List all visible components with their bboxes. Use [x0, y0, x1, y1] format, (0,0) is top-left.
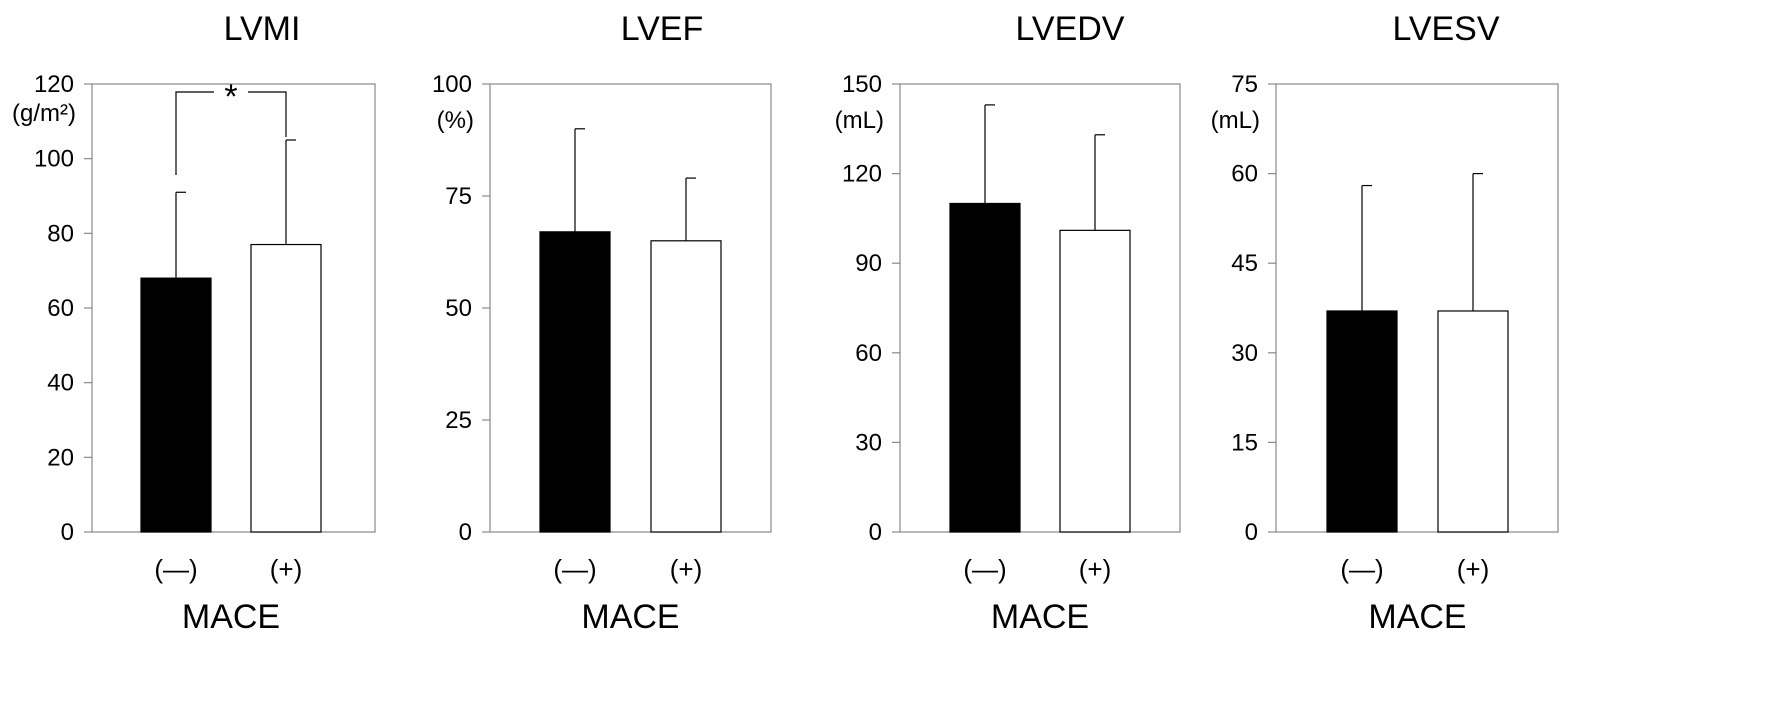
- bar-mace-positive: [250, 243, 322, 533]
- chart-title: LVMI: [224, 10, 301, 48]
- x-category-label: (+): [1079, 554, 1112, 584]
- bar-mace-negative: [140, 277, 212, 533]
- x-category-label: (+): [1457, 554, 1490, 584]
- plot-frame: [91, 83, 376, 533]
- x-category-label: (+): [270, 554, 303, 584]
- y-tick-label: 15: [1231, 429, 1258, 456]
- significance-bracket-left: [175, 91, 214, 175]
- plot-frame: [489, 83, 772, 533]
- significance-marker: *: [224, 78, 237, 116]
- y-tick-label: 30: [855, 429, 882, 456]
- y-tick-label: 40: [47, 370, 74, 397]
- y-tick-label: 30: [1231, 340, 1258, 367]
- y-tick-label: 50: [445, 295, 472, 322]
- x-axis-label: MACE: [1368, 598, 1466, 636]
- y-tick-label: 75: [445, 183, 472, 210]
- y-unit-label: (%): [437, 107, 474, 134]
- x-category-label: (—): [963, 554, 1006, 584]
- x-axis-label: MACE: [991, 598, 1089, 636]
- plot-frame: [899, 83, 1181, 533]
- bar-mace-negative: [949, 202, 1021, 533]
- bar-mace-negative: [1326, 310, 1398, 533]
- y-tick-label: 60: [1231, 161, 1258, 188]
- bar-mace-positive: [1059, 229, 1131, 533]
- y-tick-label: 120: [842, 161, 882, 188]
- bar-mace-positive: [1437, 310, 1509, 533]
- chart-panel-lvesv: LVESV 0 15 30 45 60 75 (mL) (—) (+) MACE: [1211, 10, 1559, 636]
- y-unit-label: (mL): [1211, 107, 1260, 134]
- plot-frame: [1275, 83, 1559, 533]
- y-tick-label: 150: [842, 71, 882, 98]
- y-unit-label: (mL): [835, 107, 884, 134]
- x-axis-label: MACE: [581, 598, 679, 636]
- y-tick-label: 0: [459, 519, 472, 546]
- y-tick-label: 0: [61, 519, 74, 546]
- chart-panel-lvmi: LVMI 0 20 40 60 80 100 120(g/m²) (—) (+) MACE *: [12, 10, 376, 636]
- y-tick-label: 20: [47, 444, 74, 471]
- y-tick-label: 100: [34, 146, 74, 173]
- y-unit-label: (g/m²): [12, 100, 76, 127]
- chart-panel-lvef: LVEF 0 25 50 75 100 (%) (—) (+) MACE: [432, 10, 772, 636]
- y-tick-label: 60: [47, 295, 74, 322]
- y-tick-label: 45: [1231, 250, 1258, 277]
- bar-mace-negative: [539, 231, 611, 533]
- x-category-label: (—): [154, 554, 197, 584]
- bar-mace-positive: [650, 240, 722, 533]
- x-category-label: (—): [553, 554, 596, 584]
- x-category-label: (+): [670, 554, 703, 584]
- y-tick-label: 80: [47, 220, 74, 247]
- x-axis-label: MACE: [182, 598, 280, 636]
- chart-title: LVEF: [621, 10, 704, 48]
- y-tick-label: 100: [432, 71, 472, 98]
- y-tick-label: 120: [34, 71, 74, 98]
- chart-title: LVEDV: [1016, 10, 1125, 48]
- y-tick-label: 0: [1245, 519, 1258, 546]
- y-tick-label: 75: [1231, 71, 1258, 98]
- y-tick-label: 25: [445, 407, 472, 434]
- chart-title: LVESV: [1392, 10, 1499, 48]
- y-tick-label: 90: [855, 250, 882, 277]
- x-category-label: (—): [1340, 554, 1383, 584]
- chart-panel-lvedv: LVEDV 0 30 60 90 120 150 (mL) (—) (+) MACE: [835, 10, 1181, 636]
- y-tick-label: 0: [869, 519, 882, 546]
- y-tick-label: 60: [855, 340, 882, 367]
- significance-bracket-right: [248, 91, 287, 137]
